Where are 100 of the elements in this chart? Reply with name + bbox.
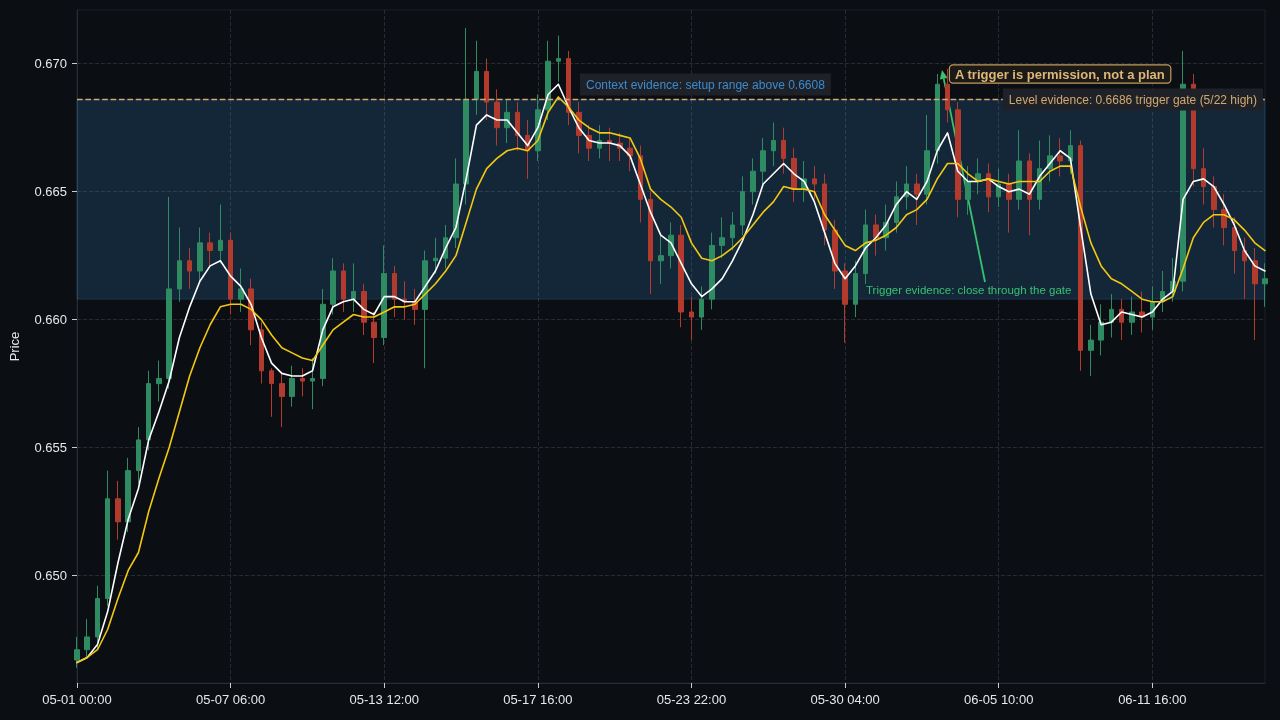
candlestick bbox=[402, 280, 407, 321]
candlestick bbox=[689, 296, 694, 341]
candlestick bbox=[422, 250, 428, 369]
x-tick-label: 05-30 04:00 bbox=[810, 692, 880, 707]
candlestick bbox=[914, 173, 920, 226]
candlestick bbox=[1252, 247, 1258, 341]
x-tick-label: 05-17 16:00 bbox=[503, 692, 573, 707]
y-tick-label: 0.655 bbox=[34, 440, 67, 456]
band-label: Context evidence: setup range above 0.6608 bbox=[586, 77, 826, 92]
candlestick bbox=[1119, 298, 1124, 341]
candlestick bbox=[1027, 152, 1032, 236]
candlestick bbox=[894, 180, 899, 234]
candlestick bbox=[924, 114, 930, 205]
candlestick bbox=[1232, 216, 1237, 275]
candlestick bbox=[566, 50, 571, 126]
candlestick bbox=[607, 127, 612, 162]
candlestick bbox=[1057, 137, 1063, 177]
y-tick-label: 0.660 bbox=[34, 312, 67, 328]
candlestick bbox=[863, 209, 868, 285]
candlestick bbox=[791, 147, 797, 203]
candlestick bbox=[484, 58, 489, 121]
candlestick bbox=[842, 262, 848, 344]
candlestick bbox=[125, 457, 131, 533]
candlestick bbox=[1088, 324, 1094, 377]
candlestick bbox=[146, 370, 151, 451]
x-tick-label: 05-07 06:00 bbox=[195, 692, 266, 707]
candlestick bbox=[105, 470, 110, 607]
x-tick-label: 06-05 10:00 bbox=[964, 692, 1034, 707]
candlestick bbox=[719, 216, 725, 259]
x-tick-label: 05-13 12:00 bbox=[349, 692, 419, 707]
y-axis-title: Price bbox=[7, 331, 22, 362]
candlestick bbox=[320, 288, 326, 387]
candlestick bbox=[556, 35, 561, 83]
candlestick bbox=[1109, 293, 1114, 339]
candlestick bbox=[904, 165, 909, 211]
candlestick bbox=[1201, 147, 1206, 205]
candlestick bbox=[1016, 129, 1022, 211]
candlestick bbox=[279, 372, 285, 428]
candlestick bbox=[965, 165, 971, 216]
candlestick bbox=[853, 260, 858, 318]
candlestick bbox=[392, 265, 397, 318]
annotation: A trigger is permission, not a plan bbox=[955, 66, 1165, 82]
candlestick bbox=[986, 163, 991, 213]
candlestick bbox=[515, 101, 520, 152]
candlestick bbox=[935, 73, 940, 165]
candlestick bbox=[1006, 173, 1012, 234]
candlestick bbox=[1098, 303, 1104, 356]
x-tick-label: 05-23 22:00 bbox=[656, 692, 727, 707]
candlestick bbox=[1139, 290, 1145, 333]
candlestick bbox=[1211, 175, 1217, 229]
candlestick bbox=[238, 267, 244, 313]
candlestick bbox=[945, 68, 950, 124]
candlestick bbox=[771, 122, 776, 167]
candlestick bbox=[289, 365, 295, 408]
candlestick bbox=[218, 203, 223, 264]
y-tick-label: 0.670 bbox=[34, 56, 67, 72]
candlestick bbox=[351, 262, 356, 313]
candlestick bbox=[781, 127, 786, 175]
candlestick bbox=[156, 360, 162, 403]
candlestick bbox=[433, 237, 438, 275]
candlestick bbox=[166, 196, 172, 390]
candlestick bbox=[750, 157, 756, 205]
candlestick bbox=[740, 175, 745, 236]
y-tick-label: 0.650 bbox=[34, 568, 67, 584]
candlestick bbox=[269, 367, 274, 418]
candlestick bbox=[873, 214, 879, 257]
candlestick bbox=[341, 262, 346, 313]
candlestick bbox=[474, 40, 479, 116]
candlestick bbox=[84, 618, 90, 658]
x-tick-label: 05-01 00:00 bbox=[42, 692, 112, 707]
candlestick bbox=[115, 480, 121, 541]
candlestick bbox=[648, 191, 653, 295]
candlestick bbox=[371, 311, 377, 364]
candlestick bbox=[207, 232, 213, 267]
candlestick bbox=[177, 227, 182, 303]
candlestick bbox=[658, 234, 664, 285]
candlestick bbox=[730, 211, 735, 252]
annotation: Trigger evidence: close through the gate bbox=[866, 284, 1072, 296]
candlestick bbox=[955, 101, 961, 218]
candlestick bbox=[822, 173, 827, 246]
candlestick bbox=[494, 88, 500, 147]
candlestick bbox=[1221, 193, 1227, 246]
candlestick bbox=[709, 232, 715, 310]
candlestick bbox=[136, 426, 141, 484]
candlestick bbox=[678, 224, 684, 328]
ref-line-label: Level evidence: 0.6686 trigger gate (5/22 high) bbox=[1008, 92, 1257, 107]
candlestick bbox=[1129, 296, 1135, 336]
candlestick bbox=[74, 636, 80, 669]
candlestick bbox=[1078, 140, 1083, 372]
x-tick-label: 06-11 16:00 bbox=[1118, 692, 1187, 707]
candlestick bbox=[760, 137, 766, 185]
candlestick bbox=[187, 247, 192, 290]
candlestick bbox=[310, 357, 315, 410]
candlestick bbox=[996, 168, 1001, 208]
candlestick bbox=[1262, 262, 1268, 308]
candlestick bbox=[627, 137, 633, 172]
y-tick-label: 0.665 bbox=[34, 184, 67, 200]
candlestick bbox=[1242, 237, 1247, 300]
candlestick bbox=[699, 285, 704, 331]
candlestick bbox=[545, 40, 551, 121]
